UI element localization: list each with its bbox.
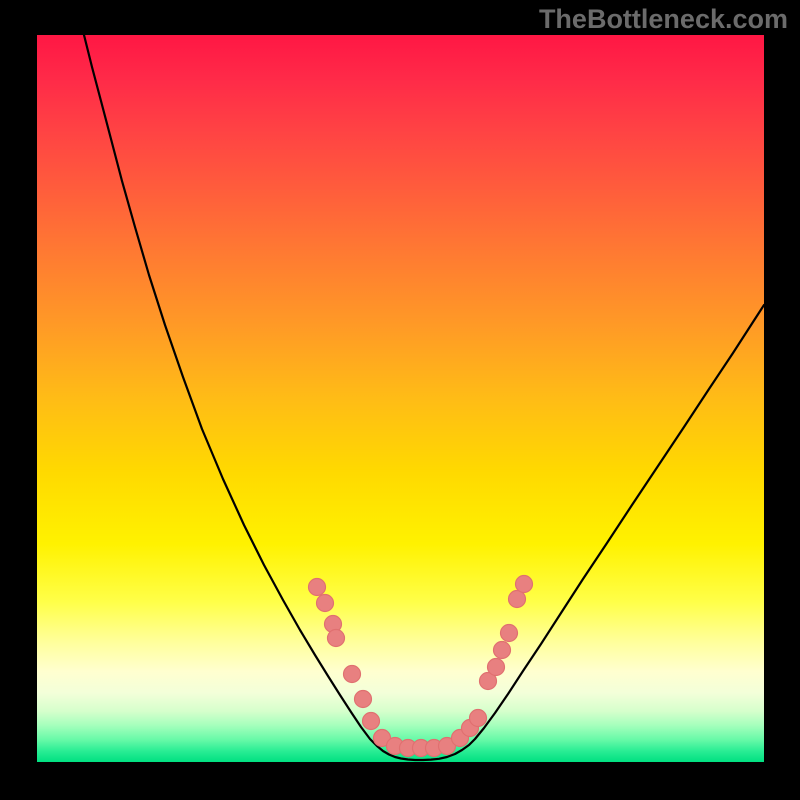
data-marker <box>516 576 533 593</box>
data-marker <box>470 710 487 727</box>
data-marker <box>328 630 345 647</box>
watermark-text: TheBottleneck.com <box>539 4 788 35</box>
data-marker <box>501 625 518 642</box>
data-marker <box>488 659 505 676</box>
data-marker <box>309 579 326 596</box>
data-marker <box>494 642 511 659</box>
data-marker <box>317 595 334 612</box>
data-marker <box>344 666 361 683</box>
data-marker <box>363 713 380 730</box>
plot-area <box>37 35 764 762</box>
plot-svg <box>37 35 764 762</box>
data-marker <box>355 691 372 708</box>
data-marker <box>509 591 526 608</box>
chart-canvas: TheBottleneck.com <box>0 0 800 800</box>
gradient-background <box>37 35 764 762</box>
